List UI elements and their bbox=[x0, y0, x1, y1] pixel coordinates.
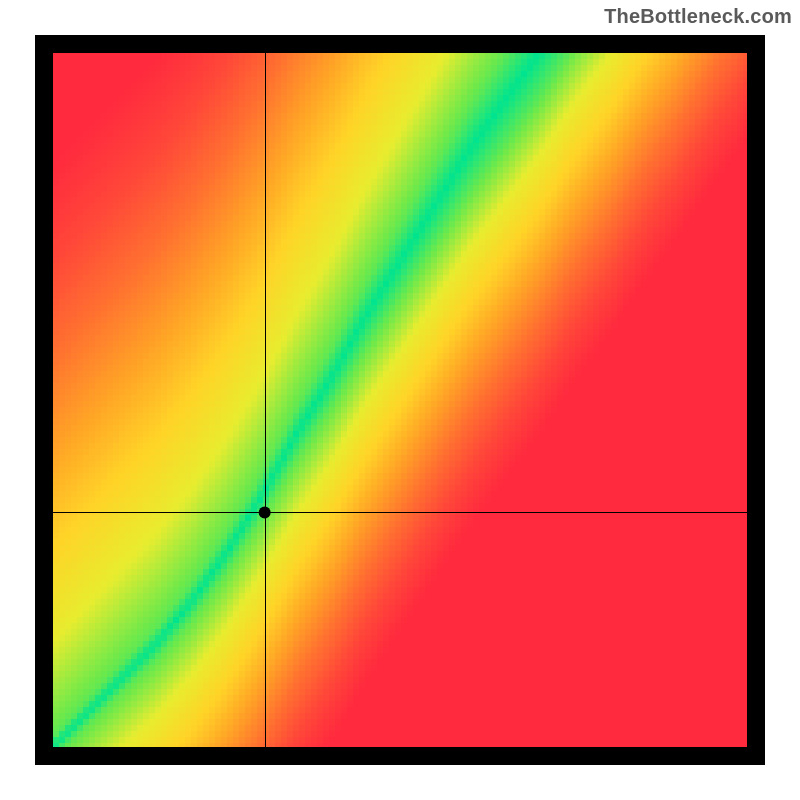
chart-frame bbox=[35, 35, 765, 765]
crosshair-overlay bbox=[53, 53, 747, 747]
attribution-text: TheBottleneck.com bbox=[604, 6, 792, 29]
